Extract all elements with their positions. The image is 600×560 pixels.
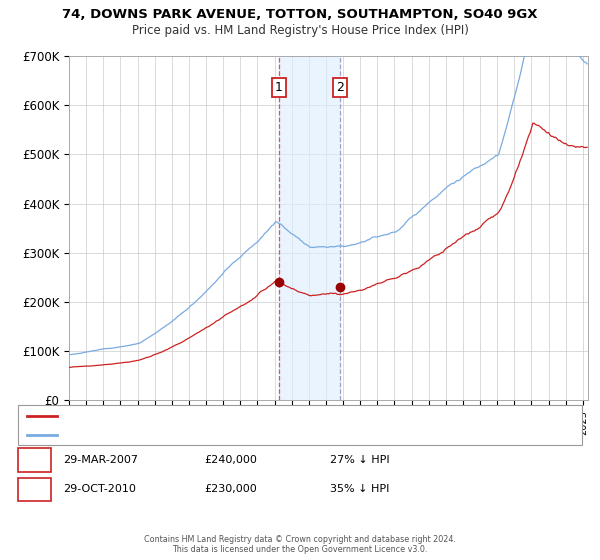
Text: Contains HM Land Registry data © Crown copyright and database right 2024.: Contains HM Land Registry data © Crown c… bbox=[144, 535, 456, 544]
Text: 27% ↓ HPI: 27% ↓ HPI bbox=[330, 455, 389, 465]
Bar bbox=[278, 56, 340, 400]
Text: 74, DOWNS PARK AVENUE, TOTTON, SOUTHAMPTON, SO40 9GX: 74, DOWNS PARK AVENUE, TOTTON, SOUTHAMPT… bbox=[62, 8, 538, 21]
Text: 74, DOWNS PARK AVENUE, TOTTON, SOUTHAMPTON, SO40 9GX (detached house): 74, DOWNS PARK AVENUE, TOTTON, SOUTHAMPT… bbox=[63, 412, 452, 421]
Text: 2: 2 bbox=[30, 483, 38, 496]
Text: 35% ↓ HPI: 35% ↓ HPI bbox=[330, 484, 389, 494]
Text: 29-MAR-2007: 29-MAR-2007 bbox=[63, 455, 138, 465]
Text: 1: 1 bbox=[30, 453, 38, 466]
Text: HPI: Average price, detached house, New Forest: HPI: Average price, detached house, New … bbox=[63, 431, 292, 440]
Text: 1: 1 bbox=[275, 81, 283, 94]
Text: 29-OCT-2010: 29-OCT-2010 bbox=[63, 484, 136, 494]
Text: 2: 2 bbox=[336, 81, 344, 94]
Text: £230,000: £230,000 bbox=[204, 484, 257, 494]
Text: This data is licensed under the Open Government Licence v3.0.: This data is licensed under the Open Gov… bbox=[172, 545, 428, 554]
Text: £240,000: £240,000 bbox=[204, 455, 257, 465]
Text: Price paid vs. HM Land Registry's House Price Index (HPI): Price paid vs. HM Land Registry's House … bbox=[131, 24, 469, 37]
